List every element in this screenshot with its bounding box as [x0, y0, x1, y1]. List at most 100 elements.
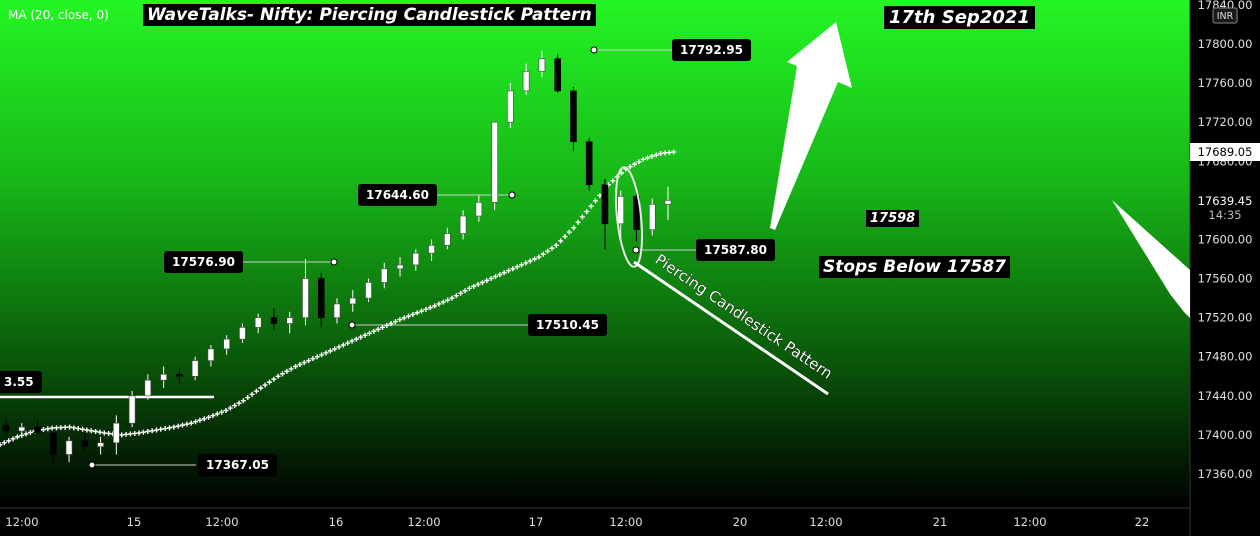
candle-body[interactable]	[554, 58, 561, 92]
candle-body[interactable]	[585, 141, 593, 186]
high-price-label[interactable]: 17792.95	[672, 39, 752, 61]
mid-low-price-label[interactable]: 17510.45	[528, 314, 608, 336]
ma-marker	[510, 266, 516, 272]
candle-body[interactable]	[18, 426, 26, 432]
candle-body[interactable]	[633, 196, 640, 230]
candle-body[interactable]	[507, 90, 514, 123]
ma-marker	[293, 364, 299, 369]
ma-marker	[640, 156, 646, 162]
candle-body[interactable]	[286, 317, 294, 324]
price-axis-background[interactable]	[1190, 0, 1260, 536]
ma-marker	[440, 299, 446, 305]
pattern-label-line[interactable]	[633, 260, 829, 396]
piercing-pattern-highlight[interactable]	[612, 166, 646, 268]
price-tick-label: 17760.00	[1198, 76, 1253, 90]
ma-marker	[240, 398, 246, 404]
candle-body[interactable]	[333, 303, 341, 318]
ma-marker	[284, 368, 290, 374]
candle-body[interactable]	[317, 278, 325, 318]
candle-body[interactable]	[396, 264, 404, 270]
candle-body[interactable]	[97, 442, 104, 447]
candle-body[interactable]	[538, 58, 546, 72]
pattern-low-price-label[interactable]: 17587.80	[696, 239, 776, 261]
ma-marker	[479, 279, 485, 285]
candle-body[interactable]	[2, 424, 10, 432]
candle-body[interactable]	[617, 196, 625, 225]
stops-label: Stops Below 17587	[819, 256, 1011, 278]
candle-body[interactable]	[412, 252, 420, 266]
ma-marker	[253, 388, 259, 394]
candle-body[interactable]	[65, 440, 73, 455]
candle-body[interactable]	[664, 200, 672, 205]
ma-marker	[506, 268, 511, 274]
candle-body[interactable]	[81, 440, 89, 447]
candle-body[interactable]	[428, 245, 435, 254]
left-level-price-label[interactable]: 3.55	[0, 371, 42, 393]
upward-arrow-icon[interactable]	[770, 22, 852, 230]
ma-marker	[97, 429, 103, 435]
candle-body[interactable]	[349, 297, 357, 305]
ma-marker	[627, 164, 633, 170]
candle-body[interactable]	[270, 317, 278, 324]
ma-marker	[201, 416, 207, 422]
time-axis-background[interactable]	[0, 508, 1190, 536]
ma-marker	[379, 324, 385, 330]
candle-body[interactable]	[570, 90, 577, 143]
ma-marker	[401, 315, 407, 321]
left-high-price-label[interactable]: 17576.90	[164, 251, 244, 273]
ma-marker	[536, 254, 542, 260]
candle-body[interactable]	[176, 374, 183, 377]
ma-marker	[27, 429, 33, 435]
time-tick-label: 20	[733, 515, 748, 529]
ma-marker	[262, 382, 268, 388]
candle-body[interactable]	[160, 374, 167, 381]
candle-body[interactable]	[601, 184, 609, 225]
candle-body[interactable]	[522, 71, 530, 92]
downward-arrow-icon[interactable]	[1112, 200, 1190, 318]
candle-body[interactable]	[223, 338, 230, 350]
candle-body[interactable]	[34, 426, 41, 434]
candle-body[interactable]	[191, 360, 199, 377]
ma-marker	[653, 152, 659, 158]
ma-marker	[327, 348, 333, 354]
candle-body[interactable]	[475, 202, 483, 217]
ma-marker	[462, 288, 468, 294]
candle-body[interactable]	[491, 121, 498, 203]
ma-marker	[14, 434, 20, 440]
currency-label[interactable]: INR	[1217, 11, 1234, 22]
candle-body[interactable]	[459, 215, 467, 234]
candle-body[interactable]	[365, 282, 372, 299]
mid-high-price-label[interactable]: 17644.60	[358, 184, 438, 206]
candle-body[interactable]	[207, 348, 215, 361]
candle-body[interactable]	[128, 395, 136, 424]
price-tick-label: 17560.00	[1198, 272, 1253, 286]
ma-marker	[175, 423, 181, 429]
ma-marker	[397, 317, 403, 323]
candle-body[interactable]	[302, 278, 309, 318]
time-tick-label: 22	[1135, 515, 1150, 529]
candle-body[interactable]	[239, 327, 246, 340]
candle-body[interactable]	[380, 268, 388, 283]
ma-marker	[597, 192, 603, 198]
ma-marker	[414, 310, 420, 316]
ma-marker	[132, 430, 138, 436]
ma-marker	[323, 350, 329, 356]
indicator-legend[interactable]: MA (20, close, 0)	[8, 8, 109, 22]
ma-marker	[23, 431, 29, 437]
ma-marker	[349, 338, 355, 344]
ma-marker	[162, 426, 168, 432]
time-tick-label: 12:00	[407, 515, 440, 529]
candle-body[interactable]	[444, 233, 451, 246]
candle-body[interactable]	[113, 422, 120, 444]
time-tick-label: 12:00	[1013, 515, 1046, 529]
currency-badge[interactable]	[1212, 7, 1238, 24]
candle-body[interactable]	[254, 317, 262, 328]
ma-marker	[54, 425, 59, 431]
ma-marker	[153, 427, 159, 433]
candle-body[interactable]	[49, 432, 57, 455]
candle-body[interactable]	[144, 379, 152, 397]
low-price-label[interactable]: 17367.05	[198, 454, 278, 476]
ma-marker	[101, 430, 107, 436]
ma-marker	[584, 209, 590, 215]
candle-body[interactable]	[648, 203, 656, 230]
